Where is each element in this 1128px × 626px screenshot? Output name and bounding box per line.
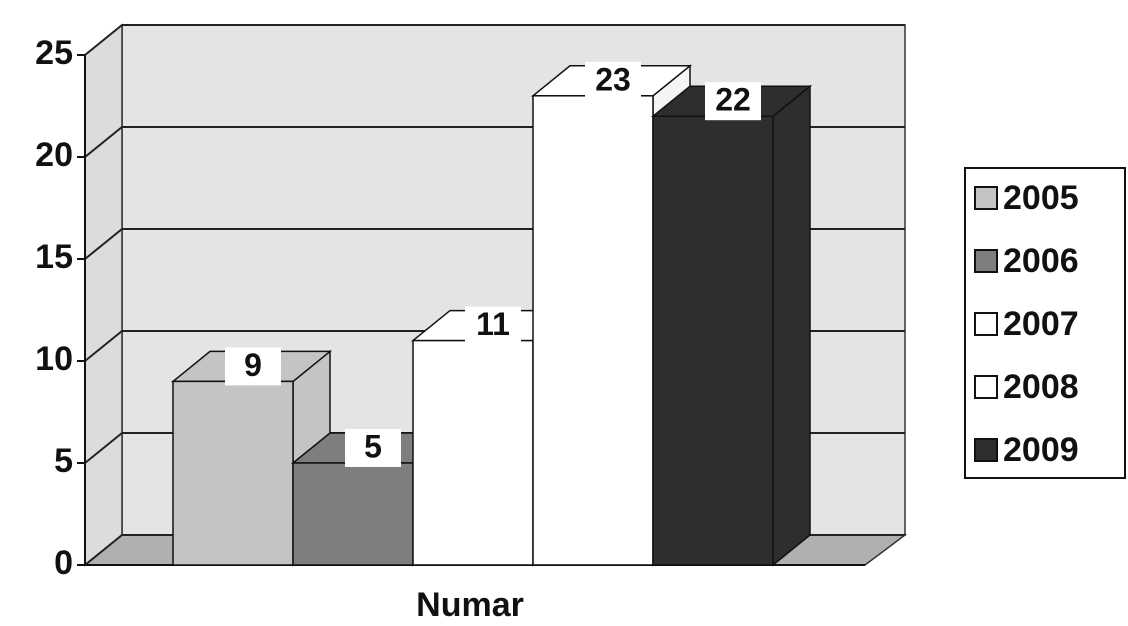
- grid-line: [84, 534, 123, 566]
- legend-swatch: [974, 438, 998, 462]
- legend-label: 2009: [1003, 431, 1079, 469]
- bar-side: [772, 84, 811, 567]
- value-label-bg: [225, 347, 281, 386]
- value-label: 9: [244, 347, 262, 383]
- legend-swatch: [974, 249, 998, 273]
- grid-line: [84, 330, 123, 362]
- grid-line: [84, 228, 123, 260]
- value-label-bg: [585, 61, 641, 100]
- bar: [652, 115, 774, 566]
- legend-label: 2007: [1003, 305, 1079, 343]
- y-tick-label: 0: [54, 544, 73, 582]
- value-label: 11: [476, 306, 510, 342]
- bar: [412, 339, 534, 566]
- y-tick-label: 15: [35, 238, 73, 276]
- value-label-bg: [465, 306, 521, 345]
- side-wall: [84, 23, 123, 567]
- legend-label: 2006: [1003, 242, 1079, 280]
- legend-label: 2005: [1003, 179, 1079, 217]
- value-label-bg: [705, 82, 761, 121]
- y-tick-label: 10: [35, 340, 73, 378]
- y-tick-label: 5: [54, 442, 73, 480]
- bar: [532, 95, 654, 566]
- legend-swatch: [974, 312, 998, 336]
- grid-line: [84, 126, 123, 158]
- value-label: 5: [364, 428, 382, 464]
- bar: [172, 380, 294, 566]
- grid-line: [84, 24, 123, 56]
- value-label: 23: [595, 61, 631, 97]
- grid-line: [84, 432, 123, 464]
- legend-label: 2008: [1003, 368, 1079, 406]
- value-label-bg: [345, 429, 401, 467]
- value-label: 22: [715, 82, 751, 118]
- y-tick-label: 25: [35, 34, 73, 72]
- x-category-label: Numar: [416, 586, 524, 624]
- legend-swatch: [974, 375, 998, 399]
- y-tick-label: 20: [35, 136, 73, 174]
- legend-swatch: [974, 186, 998, 210]
- bar: [292, 462, 414, 566]
